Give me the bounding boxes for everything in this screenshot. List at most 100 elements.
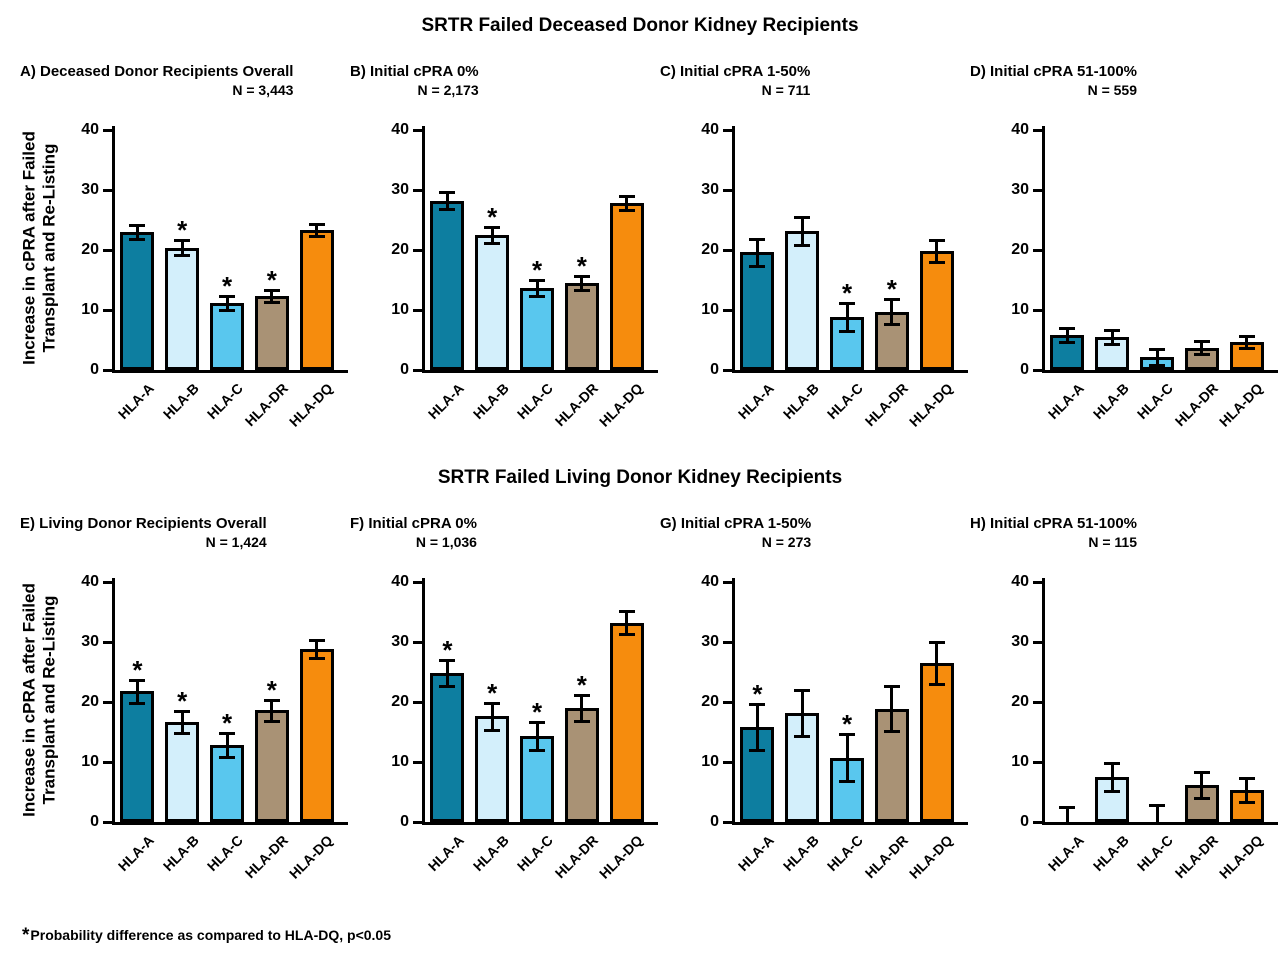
panel-c-n-count: N = 711 [761, 82, 811, 98]
x-tick-label-text: HLA-A [734, 380, 777, 423]
section-title-deceased: SRTR Failed Deceased Donor Kidney Recipi… [421, 15, 859, 36]
error-bar-hla-b [490, 226, 494, 244]
error-bar-hla-dq [625, 196, 629, 211]
y-tick-label-20: 20 [1011, 693, 1029, 710]
bar-hla-dq [299, 229, 334, 370]
panel-c: C) Initial cPRA 1-50% N = 711 0 10 20 30 40 H… [648, 62, 968, 456]
x-tick-label-text: HLA-C [204, 832, 247, 875]
panel-f-title: F) Initial cPRA 0% [350, 515, 477, 532]
bar-hla-dq [919, 663, 954, 822]
y-tick-label-40: 40 [391, 573, 409, 590]
error-cap-bottom-hla-a [439, 208, 456, 212]
panel-g-header: G) Initial cPRA 1-50% N = 273 [660, 514, 811, 554]
y-axis-title-wrap: Increase in cPRA after Failed Transplant … [12, 578, 68, 822]
x-tick-label-text: HLA-DR [861, 832, 912, 882]
bar-hla-dq [919, 251, 954, 370]
plot-area-a: 0 10 20 30 40 HLA-A * HLA-B * HLA-C * HLA-DR HLA-DQ [81, 121, 339, 430]
chart-panel-d: 0 10 20 30 40 HLA-A HLA-B HLA-C HLA-DR HLA-DQ [998, 121, 1278, 456]
y-axis-title: Increase in cPRA after Failed Transplant … [19, 583, 59, 817]
error-cap-top-hla-b [794, 689, 811, 692]
error-bar-hla-b [800, 690, 804, 736]
error-cap-bottom-hla-dr [573, 719, 590, 723]
error-bar-hla-a [135, 224, 139, 240]
x-axis-line [422, 370, 658, 373]
error-cap-top-hla-a [749, 703, 766, 707]
significance-star-hla-dr: * [576, 250, 587, 281]
y-tick-label-10: 10 [1011, 753, 1029, 770]
significance-star-hla-b: * [487, 678, 498, 709]
error-cap-top-hla-b [484, 702, 501, 706]
panel-d-body: 0 10 20 30 40 HLA-A HLA-B HLA-C HLA-DR HLA-DQ [958, 121, 1278, 456]
error-cap-top-hla-a [1059, 806, 1076, 809]
x-tick-label-text: HLA-DR [551, 832, 602, 882]
error-cap-top-hla-b [794, 216, 811, 219]
error-bar-hla-b [800, 217, 804, 245]
error-cap-bottom-hla-c [529, 294, 545, 298]
figure: SRTR Failed Deceased Donor Kidney Recipi… [12, 15, 1278, 946]
error-bar-hla-c [1155, 805, 1159, 822]
y-tick-label-30: 30 [391, 633, 409, 650]
y-tick-30 [1033, 188, 1042, 192]
error-bar-hla-b [180, 711, 184, 733]
chart-panel-h: 0 10 20 30 40 HLA-A HLA-B HLA-C HLA-DR HLA-DQ [998, 573, 1278, 908]
bar-hla-b [785, 230, 820, 370]
x-axis-line [732, 822, 968, 825]
x-tick-label-text: HLA-B [779, 832, 822, 875]
error-cap-bottom-hla-dr [1193, 353, 1210, 357]
y-tick-label-20: 20 [391, 241, 409, 258]
error-cap-bottom-hla-a [749, 264, 766, 268]
error-cap-bottom-hla-dr [263, 719, 280, 723]
error-cap-top-hla-dr [1193, 770, 1210, 774]
error-cap-top-hla-dr [263, 289, 280, 293]
y-tick-0 [103, 368, 112, 372]
panel-b-body: 0 10 20 30 40 HLA-A * HLA-B * HLA-C * HLA-DR HLA-DQ [338, 121, 658, 456]
plot-area-f: 0 10 20 30 40 * HLA-A * HLA-B * HLA-C * HLA-DR HLA-DQ [391, 573, 649, 882]
y-tick-40 [103, 128, 112, 132]
error-cap-top-hla-dr [573, 694, 590, 698]
y-tick-40 [103, 580, 112, 584]
error-cap-top-hla-dq [308, 638, 325, 642]
y-tick-label-20: 20 [1011, 241, 1029, 258]
error-cap-bottom-hla-a [129, 701, 146, 705]
chart-panel-f: 0 10 20 30 40 * HLA-A * HLA-B * HLA-C * HLA-DR HLA-DQ [378, 573, 658, 908]
x-tick-label-text: HLA-C [824, 832, 867, 875]
x-tick-label-text: HLA-B [469, 832, 512, 875]
panel-c-header: C) Initial cPRA 1-50% N = 711 [660, 62, 810, 102]
error-cap-bottom-hla-dq [928, 683, 945, 686]
error-cap-top-hla-dr [1193, 340, 1210, 344]
error-bar-hla-c [845, 303, 849, 331]
error-cap-top-hla-c [1149, 348, 1165, 351]
error-bar-hla-dq [315, 223, 319, 236]
bar-hla-c [520, 287, 554, 370]
bar-hla-dq [609, 622, 644, 822]
y-axis-title-wrap: Increase in cPRA after Failed Transplant … [12, 126, 68, 370]
error-bar-hla-a [755, 704, 759, 750]
error-cap-top-hla-b [174, 239, 191, 243]
error-bar-hla-dr [890, 685, 894, 732]
x-tick-label-text: HLA-C [514, 832, 557, 875]
section-living-donor: SRTR Failed Living Donor Kidney Recipien… [12, 466, 1278, 908]
y-tick-label-30: 30 [1011, 181, 1029, 198]
error-cap-top-hla-c [839, 302, 855, 306]
y-tick-label-0: 0 [90, 813, 99, 830]
x-tick-label-text: HLA-A [1044, 380, 1087, 423]
error-bar-hla-c [225, 295, 229, 310]
chart-panel-c: 0 10 20 30 40 HLA-A HLA-B * HLA-C * HLA-DR HLA-DQ [688, 121, 968, 456]
y-tick-label-10: 10 [701, 301, 719, 318]
x-tick-label-text: HLA-DQ [596, 832, 646, 882]
significance-star-hla-b: * [177, 686, 188, 716]
error-cap-bottom-hla-dq [308, 656, 325, 660]
error-cap-top-hla-a [129, 223, 146, 227]
error-bar-hla-c [225, 732, 229, 757]
error-bar-hla-b [1110, 329, 1114, 345]
x-tick-label-text: HLA-DR [861, 380, 912, 430]
y-tick-label-30: 30 [701, 181, 719, 198]
y-tick-label-10: 10 [81, 753, 99, 770]
y-tick-label-0: 0 [400, 361, 409, 378]
y-tick-20 [723, 248, 732, 252]
error-bar-hla-a [1065, 328, 1069, 343]
error-cap-top-hla-a [439, 191, 456, 195]
x-tick-label-text: HLA-B [779, 380, 822, 423]
x-tick-label-text: HLA-A [424, 380, 467, 423]
panel-h: H) Initial cPRA 51-100% N = 115 0 10 20 30 4… [958, 514, 1278, 908]
